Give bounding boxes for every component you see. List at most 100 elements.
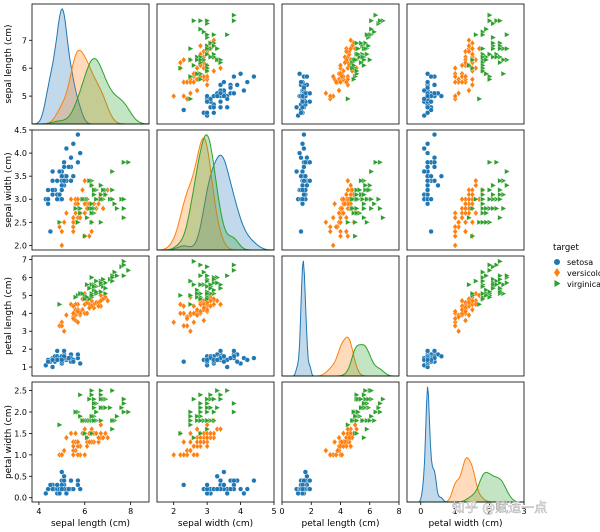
point-versicolor	[340, 209, 347, 217]
point-setosa	[45, 359, 51, 365]
point-virginica	[371, 200, 378, 207]
point-setosa	[231, 90, 237, 96]
point-virginica	[480, 200, 487, 207]
point-setosa	[304, 182, 310, 189]
point-virginica	[178, 430, 184, 437]
point-setosa	[45, 196, 51, 202]
point-setosa	[211, 104, 217, 110]
point-virginica	[354, 40, 360, 47]
point-setosa	[221, 359, 227, 365]
point-versicolor	[332, 438, 338, 446]
point-virginica	[504, 45, 511, 52]
point-versicolor	[187, 447, 194, 454]
point-setosa	[299, 168, 306, 175]
point-virginica	[490, 40, 497, 47]
point-setosa	[227, 355, 234, 361]
point-versicolor	[177, 301, 183, 308]
point-virginica	[490, 45, 497, 52]
point-virginica	[224, 272, 231, 279]
point-virginica	[494, 54, 500, 60]
point-setosa	[428, 173, 434, 179]
point-versicolor	[82, 177, 88, 185]
point-virginica	[204, 283, 211, 290]
point-virginica	[114, 413, 121, 420]
axes-frame	[406, 255, 525, 377]
point-versicolor	[75, 319, 81, 326]
point-virginica	[473, 196, 480, 203]
point-versicolor	[339, 438, 345, 446]
point-virginica	[487, 76, 493, 83]
point-virginica	[188, 421, 194, 428]
point-setosa	[299, 141, 306, 147]
point-virginica	[352, 233, 359, 240]
point-virginica	[121, 409, 128, 415]
x-axis-sepal-width: 2 3 4 5 sepal width (cm)	[171, 502, 277, 529]
point-setosa	[301, 145, 307, 152]
point-virginica	[490, 20, 497, 27]
point-virginica	[363, 387, 369, 394]
point-virginica	[504, 168, 511, 175]
point-versicolor	[336, 209, 342, 217]
point-versicolor	[343, 228, 349, 235]
point-virginica	[380, 396, 387, 403]
point-versicolor	[342, 59, 348, 66]
point-virginica	[367, 56, 374, 63]
point-virginica	[361, 191, 368, 198]
point-versicolor	[105, 297, 111, 305]
y-tick-label: 6	[22, 273, 27, 282]
point-virginica	[480, 219, 487, 226]
point-virginica	[218, 396, 224, 403]
point-virginica	[121, 159, 128, 166]
point-setosa	[301, 132, 307, 138]
point-versicolor	[70, 451, 76, 459]
point-setosa	[307, 159, 313, 165]
point-setosa	[428, 99, 434, 105]
point-setosa	[54, 178, 60, 184]
point-setosa	[181, 107, 187, 113]
point-virginica	[470, 233, 476, 240]
point-virginica	[98, 279, 105, 286]
point-versicolor	[197, 42, 204, 50]
point-virginica	[487, 288, 493, 295]
point-versicolor	[456, 223, 462, 231]
point-versicolor	[330, 214, 336, 221]
point-setosa	[70, 359, 76, 365]
point-virginica	[191, 258, 198, 265]
point-virginica	[80, 196, 86, 203]
point-virginica	[218, 285, 224, 292]
point-virginica	[93, 278, 100, 285]
point-versicolor	[348, 182, 354, 189]
point-virginica	[361, 391, 368, 398]
point-versicolor	[452, 228, 458, 235]
point-virginica	[501, 205, 507, 212]
panel-petal-length-vs-petal-width	[406, 255, 525, 377]
point-setosa	[227, 85, 234, 91]
legend-marker-setosa	[554, 259, 560, 265]
point-versicolor	[207, 430, 214, 437]
x-axis-label: sepal width (cm)	[178, 519, 253, 529]
point-virginica	[480, 210, 487, 217]
point-versicolor	[63, 209, 70, 217]
x-axis-label: sepal length (cm)	[51, 519, 130, 529]
point-virginica	[361, 62, 368, 69]
point-virginica	[204, 68, 211, 74]
point-setosa	[68, 478, 74, 484]
point-virginica	[204, 404, 211, 411]
point-virginica	[231, 400, 238, 407]
point-setosa	[431, 178, 438, 184]
point-virginica	[363, 45, 369, 52]
point-virginica	[77, 413, 84, 420]
point-versicolor	[452, 214, 458, 221]
x-tick-label: 2	[309, 507, 314, 516]
point-versicolor	[59, 242, 65, 249]
point-versicolor	[201, 317, 207, 324]
y-tick-label: 7	[22, 256, 27, 265]
point-setosa	[204, 357, 210, 363]
point-virginica	[188, 56, 194, 63]
point-virginica	[497, 177, 504, 184]
y-axis-label: sepal width (cm)	[4, 152, 14, 227]
point-setosa	[61, 178, 67, 184]
point-versicolor	[211, 67, 217, 75]
point-virginica	[89, 274, 95, 281]
legend-label-versicolor: versicolor	[567, 269, 600, 278]
